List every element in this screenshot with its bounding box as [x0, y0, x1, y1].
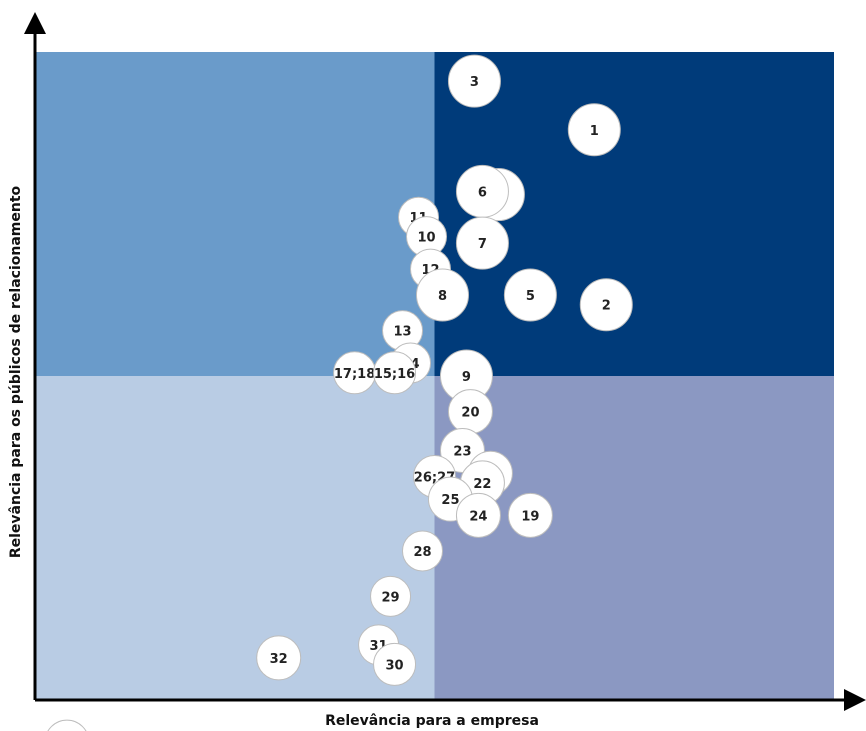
bubble-circle	[256, 635, 302, 681]
bubble-label: 8	[438, 289, 447, 304]
bubble-label: 19	[521, 509, 539, 524]
bubble-circle	[373, 351, 417, 395]
bubble-17-18: 17;18	[333, 351, 377, 395]
bubble-20: 20	[447, 389, 493, 435]
bubble-5: 5	[503, 268, 557, 322]
bubble-label: 20	[461, 406, 479, 421]
bubble-label: 2	[602, 299, 611, 314]
bubble-33: 33	[47, 719, 87, 731]
bubble-circle	[447, 54, 501, 108]
bubble-6: 6	[455, 164, 509, 218]
bubble-label: 23	[453, 445, 471, 460]
bubble-1: 1	[567, 103, 621, 157]
bubble-label: 15;16	[374, 367, 415, 382]
bubble-3: 3	[447, 54, 501, 108]
bubble-label: 24	[469, 509, 487, 524]
y-axis-title: Relevância para os públicos de relaciona…	[8, 185, 24, 558]
bubble-label: 3	[470, 75, 479, 90]
bubble-circle	[567, 103, 621, 157]
bubble-8: 8	[415, 268, 469, 322]
bubble-label: 25	[441, 493, 459, 508]
bubble-19: 19	[507, 492, 553, 538]
bubble-2: 2	[579, 278, 633, 332]
quadrants	[35, 52, 834, 700]
quadrant-bottom-right	[434, 376, 834, 700]
bubble-circle	[370, 575, 412, 617]
bubble-label: 28	[413, 545, 431, 560]
bubble-circle	[373, 642, 417, 686]
bubble-circle	[455, 216, 509, 270]
bubble-30: 30	[373, 642, 417, 686]
quadrant-top-left	[35, 52, 435, 376]
bubble-circle	[47, 719, 87, 731]
bubble-label: 5	[526, 289, 535, 304]
bubble-label: 22	[473, 477, 491, 492]
axes	[24, 12, 866, 711]
bubble-label: 1	[590, 124, 599, 139]
x-axis-arrowhead	[844, 689, 866, 711]
bubble-circle	[503, 268, 557, 322]
bubble-label: 32	[270, 652, 288, 667]
bubble-28: 28	[402, 530, 444, 572]
bubble-24: 24	[455, 492, 501, 538]
bubble-circle	[415, 268, 469, 322]
bubble-circle	[455, 492, 501, 538]
bubble-label: 9	[462, 370, 471, 385]
x-axis-title: Relevância para a empresa	[325, 713, 539, 729]
bubble-circle	[507, 492, 553, 538]
bubble-label: 13	[393, 325, 411, 340]
bubble-label: 29	[382, 590, 400, 605]
bubble-15-16: 15;16	[373, 351, 417, 395]
bubble-13: 13	[382, 310, 424, 352]
bubbles: 12346751110128131417;1815;1692023212226;…	[47, 54, 633, 731]
bubble-label: 7	[478, 237, 487, 252]
bubble-label: 30	[386, 658, 404, 673]
bubble-label: 10	[417, 231, 435, 246]
bubble-circle	[579, 278, 633, 332]
bubble-circle	[402, 530, 444, 572]
bubble-label: 6	[478, 185, 487, 200]
y-axis-arrowhead	[24, 12, 46, 34]
bubble-7: 7	[455, 216, 509, 270]
bubble-29: 29	[370, 575, 412, 617]
bubble-label: 17;18	[334, 367, 375, 382]
bubble-32: 32	[256, 635, 302, 681]
